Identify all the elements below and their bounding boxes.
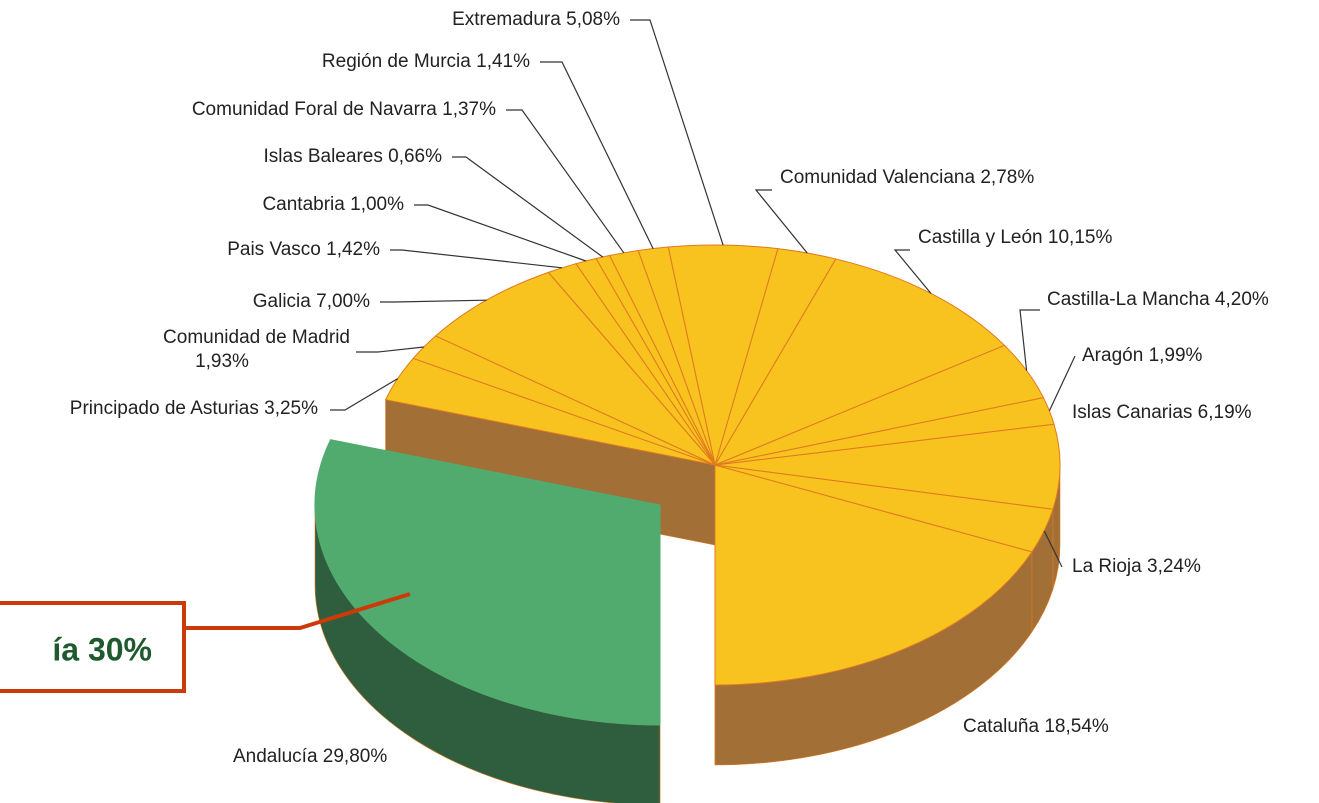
label-value: 1,00% <box>350 194 404 215</box>
label-value: 7,00% <box>316 291 370 312</box>
label-value: 1,42% <box>326 239 380 260</box>
slice-label: Castilla y León 10,15% <box>918 227 1112 248</box>
label-name: Comunidad Foral de Navarra <box>192 99 437 120</box>
labels: Andalucía 29,80% Cataluña 18,54% La Rioja … <box>70 9 1269 767</box>
label-name: Pais Vasco <box>227 239 321 260</box>
slice <box>714 464 1033 686</box>
label-name: Extremadura <box>452 9 561 30</box>
leader-line <box>330 378 399 411</box>
label-name: La Rioja <box>1072 556 1142 577</box>
annotation-box <box>0 601 186 693</box>
leader-line <box>452 156 604 258</box>
label-name: Cantabria <box>262 194 345 215</box>
label-value: 2,78% <box>980 167 1034 188</box>
slice-label: Aragón 1,99% <box>1082 345 1203 366</box>
pie <box>314 244 1061 803</box>
slice <box>314 439 661 726</box>
slice <box>384 357 716 466</box>
leader-line <box>1043 530 1063 568</box>
label-name: Castilla-La Mancha <box>1047 289 1210 310</box>
slice-label: Comunidad Foral de Navarra 1,37% <box>192 99 496 120</box>
leader-line <box>893 249 932 294</box>
label-name: Cataluña <box>963 716 1039 737</box>
label-value: 0,66% <box>388 146 442 167</box>
label-name: Región de Murcia <box>322 51 471 72</box>
label-name: Comunidad Valenciana <box>780 167 975 188</box>
slice-label: Pais Vasco 1,42% <box>227 239 380 260</box>
slice-label: Región de Murcia 1,41% <box>322 51 530 72</box>
slice-label: Islas Baleares 0,66% <box>264 146 443 167</box>
leader-line <box>390 249 563 269</box>
label-value: 18,54% <box>1044 716 1109 737</box>
slice-label: Extremadura 5,08% <box>452 9 620 30</box>
slice-label: Castilla-La Mancha 4,20% <box>1047 289 1269 310</box>
slice <box>714 423 1061 510</box>
leader-line <box>754 189 808 254</box>
label-value: 10,15% <box>1048 227 1113 248</box>
label-value: 4,20% <box>1215 289 1269 310</box>
label-name: Comunidad de Madrid <box>163 327 350 348</box>
slice-label: Cataluña 18,54% <box>963 716 1109 737</box>
leader-line <box>506 109 625 254</box>
label-name: Principado de Asturias <box>70 398 259 419</box>
leader-line <box>356 346 424 353</box>
slice-label: Andalucía 29,80% <box>233 746 387 767</box>
label-value: 3,24% <box>1147 556 1201 577</box>
slice-label: Principado de Asturias 3,25% <box>70 398 318 419</box>
label-value: 1,37% <box>442 99 496 120</box>
label-name: Islas Canarias <box>1072 402 1192 423</box>
slice-label: La Rioja 3,24% <box>1072 556 1201 577</box>
leader-line <box>630 19 724 246</box>
slice-label: Comunidad de Madrid 1,93% <box>163 327 350 372</box>
leader-line <box>1048 355 1076 412</box>
label-value: 3,25% <box>264 398 318 419</box>
leader-line <box>380 299 487 303</box>
label-name: Aragón <box>1082 345 1143 366</box>
slice-label: Comunidad Valenciana 2,78% <box>780 167 1034 188</box>
leader-line <box>414 204 587 262</box>
label-value: 29,80% <box>323 746 388 767</box>
label-name: Galicia <box>253 291 312 312</box>
label-value: 1,41% <box>476 51 530 72</box>
label-value: 6,19% <box>1198 402 1252 423</box>
annotation-leader <box>186 592 411 630</box>
slice-label: Galicia 7,00% <box>253 291 370 312</box>
slice-label: Cantabria 1,00% <box>262 194 404 215</box>
label-value: 1,93% <box>195 351 249 372</box>
label-value: 5,08% <box>566 9 620 30</box>
leader-line <box>1019 309 1040 371</box>
label-value: 1,99% <box>1149 345 1203 366</box>
leader-line <box>540 61 654 249</box>
label-name: Castilla y León <box>918 227 1043 248</box>
slice-label: Islas Canarias 6,19% <box>1072 402 1252 423</box>
annotation: ía 30% <box>52 631 152 667</box>
label-name: Islas Baleares <box>264 146 383 167</box>
label-name: Andalucía <box>233 746 318 767</box>
